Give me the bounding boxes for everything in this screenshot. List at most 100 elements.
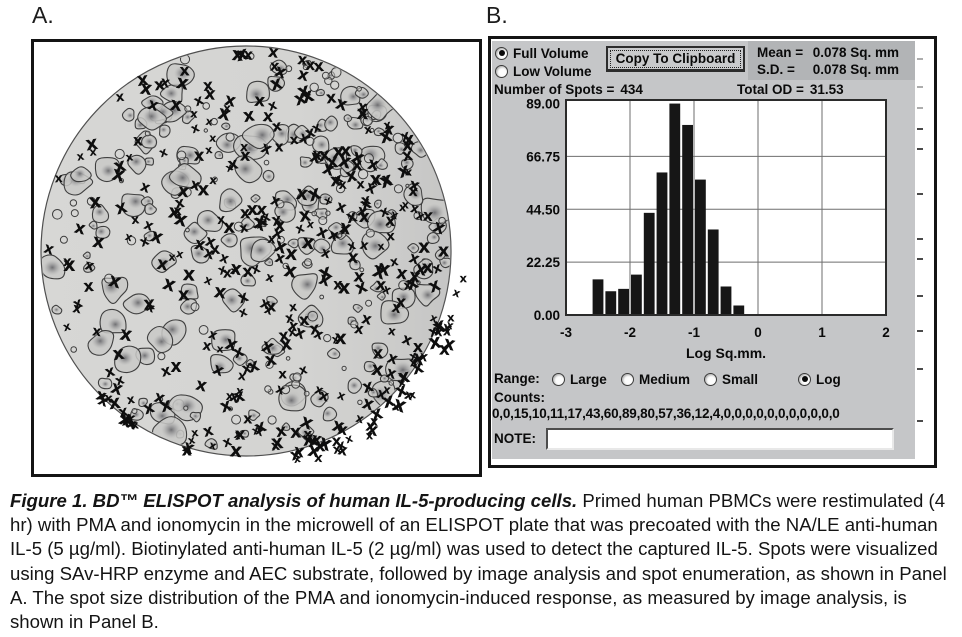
svg-text:x: x [421,257,434,279]
svg-text:x: x [358,237,370,254]
svg-text:x: x [209,132,218,146]
margin-tick [917,238,923,240]
radio-large[interactable]: Large [552,370,607,388]
svg-text:x: x [224,160,235,175]
svg-text:x: x [408,182,419,200]
svg-text:x: x [253,91,265,112]
svg-text:0.00: 0.00 [534,308,560,323]
svg-text:x: x [412,337,424,356]
svg-text:x: x [216,342,224,356]
svg-text:x: x [382,382,392,397]
svg-text:x: x [182,441,192,460]
svg-text:x: x [334,326,348,349]
radio-circle-icon[interactable] [552,372,565,386]
svg-text:x: x [265,296,276,316]
margin-tick [917,148,923,150]
svg-text:x: x [332,139,345,162]
svg-text:x: x [386,229,396,244]
svg-text:x: x [279,333,293,355]
svg-text:1: 1 [818,325,826,340]
svg-text:x: x [422,206,434,226]
svg-text:x: x [409,201,421,217]
svg-text:x: x [103,390,113,406]
svg-text:x: x [289,421,302,443]
sd-row: S.D. = 0.078 Sq. mm [748,61,915,78]
svg-text:x: x [117,402,131,421]
copy-to-clipboard-button[interactable]: Copy To Clipboard [606,46,745,72]
svg-text:x: x [124,230,134,244]
radio-medium[interactable]: Medium [621,370,690,388]
svg-text:x: x [413,258,429,281]
svg-text:x: x [284,241,299,265]
svg-text:x: x [445,318,455,332]
svg-text:x: x [372,342,384,362]
volume-radio-group: Full Volume Low Volume [495,44,592,80]
svg-text:x: x [240,140,250,155]
margin-tick [917,193,923,195]
radio-label: Small [722,371,759,387]
mean-label: Mean = [757,45,804,60]
range-radio-group: Range: Large Medium Small Log [494,370,914,388]
svg-text:x: x [297,361,309,378]
svg-text:x: x [396,375,407,390]
radio-log[interactable]: Log [798,370,841,388]
svg-text:x: x [84,132,100,156]
radio-circle-icon[interactable] [495,46,508,60]
svg-text:x: x [369,169,382,191]
svg-text:x: x [270,430,285,454]
svg-text:x: x [390,300,403,318]
stats-block: Mean = 0.078 Sq. mm S.D. = 0.078 Sq. mm [748,41,915,80]
svg-text:x: x [131,418,141,432]
figure-caption: Figure 1. BD™ ELISPOT analysis of human … [10,489,954,634]
svg-text:x: x [344,165,360,188]
svg-text:x: x [408,355,418,370]
spots-value: 434 [620,82,643,97]
margin-tick [917,86,923,88]
radio-circle-icon[interactable] [798,372,811,386]
svg-text:x: x [190,106,199,121]
svg-text:x: x [176,181,191,202]
svg-text:x: x [405,165,413,178]
svg-text:x: x [91,231,106,254]
elispot-well-photo: x x x x x x x x x x x x x x x x x x x x x x x x x x x x x x x x x x x x x x x x… [40,42,468,466]
svg-text:x: x [340,222,350,239]
radio-full-volume[interactable]: Full Volume [495,44,592,62]
svg-text:x: x [222,265,233,282]
svg-text:x: x [278,366,287,382]
svg-text:44.50: 44.50 [526,202,560,217]
svg-text:x: x [364,416,376,435]
svg-text:x: x [182,262,196,286]
total-od-label: Total OD = [737,82,804,97]
svg-text:x: x [402,198,410,211]
svg-text:x: x [63,254,72,270]
svg-text:x: x [318,144,332,166]
radio-circle-icon[interactable] [621,372,634,386]
svg-text:x: x [83,257,96,275]
svg-text:x: x [274,421,288,442]
svg-text:x: x [72,218,87,240]
svg-text:x: x [159,73,172,91]
svg-text:x: x [216,101,234,126]
radio-circle-icon[interactable] [704,372,717,386]
svg-text:x: x [305,55,317,74]
svg-text:x: x [408,265,422,287]
svg-text:x: x [312,56,325,76]
radio-low-volume[interactable]: Low Volume [495,62,592,80]
svg-text:x: x [241,104,256,127]
svg-text:x: x [346,237,358,254]
svg-text:x: x [314,451,324,466]
radio-small[interactable]: Small [704,370,758,388]
radio-label: Full Volume [513,45,589,61]
svg-text:x: x [408,388,418,402]
svg-text:x: x [238,220,250,237]
radio-circle-icon[interactable] [495,64,508,78]
note-input[interactable] [546,428,894,450]
note-label: NOTE: [494,431,536,446]
svg-text:x: x [360,309,374,329]
svg-text:x: x [370,173,382,189]
svg-text:x: x [173,193,186,212]
svg-text:x: x [103,362,117,382]
svg-text:x: x [365,154,380,176]
svg-text:x: x [408,348,420,364]
svg-text:x: x [395,292,408,312]
